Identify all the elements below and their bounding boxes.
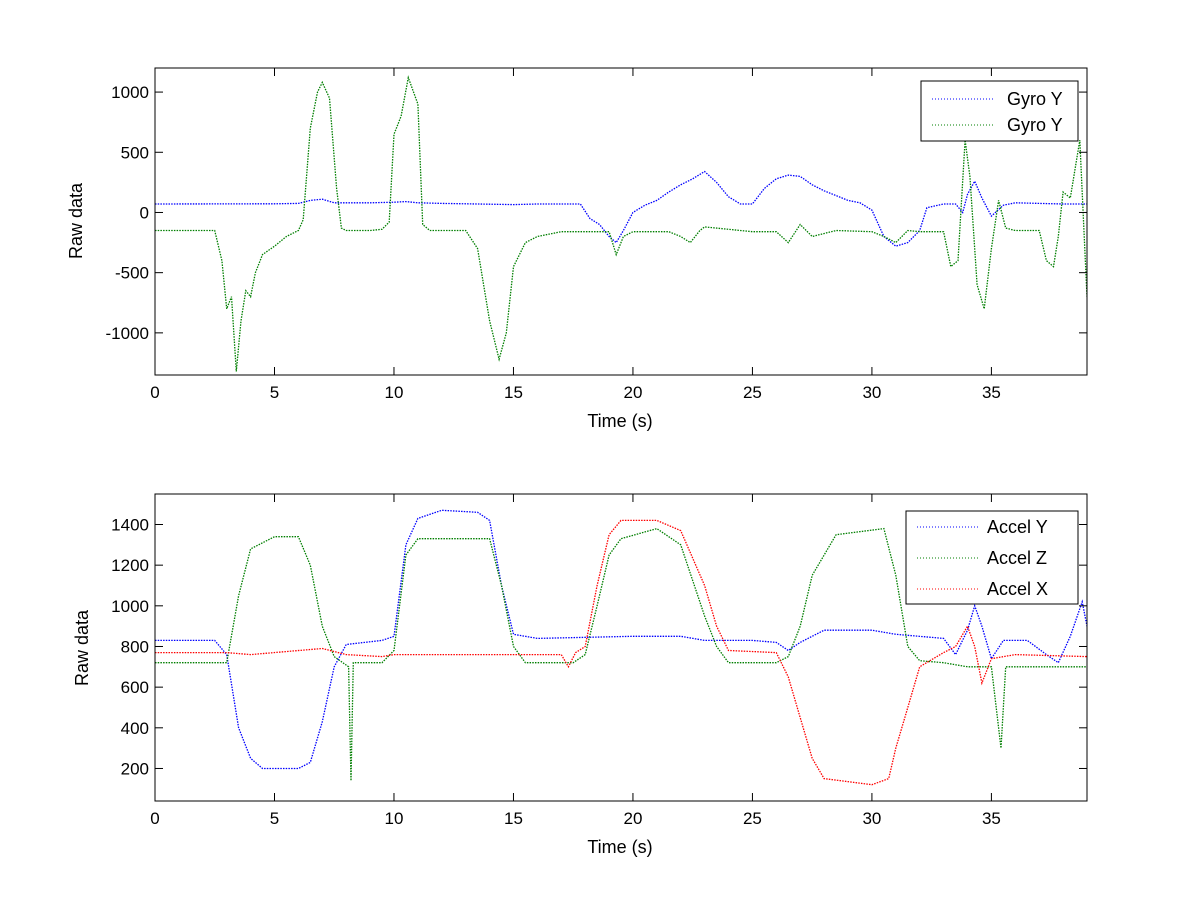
top-x-tick-label: 10 xyxy=(385,383,404,402)
bottom-y-tick-label: 400 xyxy=(121,719,149,738)
top-axes-box xyxy=(154,67,1088,376)
bottom-y-tick-label: 800 xyxy=(121,637,149,656)
top-x-tick-label: 15 xyxy=(504,383,523,402)
bottom-y-tick-label: 1200 xyxy=(111,556,149,575)
top-ticks-group: 0 5 10 15 20 25 30 35 -1000 -500 0 500 1000 xyxy=(106,68,1087,402)
bottom-series-line-1 xyxy=(155,509,1087,770)
top-y-tick-label: -1000 xyxy=(106,324,149,343)
bottom-y-tick-label: 200 xyxy=(121,759,149,778)
bottom-y-tick-label: 1000 xyxy=(111,597,149,616)
top-y-axis-label: Raw data xyxy=(66,182,86,259)
top-series-line-1 xyxy=(155,170,1087,247)
bottom-y-tick-label: 600 xyxy=(121,678,149,697)
top-x-tick-label: 35 xyxy=(982,383,1001,402)
bottom-x-tick-label: 10 xyxy=(385,809,404,828)
bottom-series-line-3 xyxy=(155,519,1087,786)
top-series-line-2 xyxy=(155,75,1087,372)
bottom-x-tick-label: 15 xyxy=(504,809,523,828)
bottom-legend-label-1: Accel Y xyxy=(987,517,1048,537)
top-y-tick-label: 0 xyxy=(140,203,149,222)
chart-top-panel: 0 5 10 15 20 25 30 35 -1000 -500 0 500 1000 Time (s)… xyxy=(66,67,1088,431)
bottom-x-tick-label: 30 xyxy=(862,809,881,828)
bottom-y-axis-label: Raw data xyxy=(72,609,92,686)
top-legend-label-2: Gyro Y xyxy=(1007,115,1063,135)
top-series-group xyxy=(155,75,1087,372)
bottom-series-line-2 xyxy=(155,527,1087,781)
top-legend-label-1: Gyro Y xyxy=(1007,89,1063,109)
bottom-x-tick-label: 35 xyxy=(982,809,1001,828)
top-legend-box xyxy=(920,80,1079,142)
bottom-legend-box xyxy=(905,510,1079,605)
top-x-axis-label: Time (s) xyxy=(587,411,652,431)
top-y-tick-label: 500 xyxy=(121,143,149,162)
bottom-ticks-group: 0 5 10 15 20 25 30 35 200 400 600 800 1000 1200 1400 xyxy=(111,494,1087,828)
bottom-legend-label-2: Accel Z xyxy=(987,548,1047,568)
bottom-legend-label-3: Accel X xyxy=(987,579,1048,599)
top-x-tick-label: 30 xyxy=(862,383,881,402)
top-y-tick-label: -500 xyxy=(115,264,149,283)
bottom-x-tick-label: 20 xyxy=(623,809,642,828)
bottom-x-tick-label: 25 xyxy=(743,809,762,828)
top-x-tick-label: 25 xyxy=(743,383,762,402)
bottom-y-tick-label: 1400 xyxy=(111,515,149,534)
top-y-tick-label: 1000 xyxy=(111,83,149,102)
bottom-legend: Accel Y Accel Z Accel X xyxy=(905,510,1079,605)
chart-bottom-panel: 0 5 10 15 20 25 30 35 200 400 600 800 1000 1200 1400 T… xyxy=(72,493,1088,857)
bottom-series-group xyxy=(155,509,1087,786)
bottom-x-tick-label: 5 xyxy=(270,809,279,828)
top-legend: Gyro Y Gyro Y xyxy=(920,80,1079,142)
bottom-x-axis-label: Time (s) xyxy=(587,837,652,857)
top-x-tick-label: 20 xyxy=(623,383,642,402)
bottom-axes-box xyxy=(154,493,1088,802)
top-x-tick-label: 0 xyxy=(150,383,159,402)
bottom-x-tick-label: 0 xyxy=(150,809,159,828)
top-x-tick-label: 5 xyxy=(270,383,279,402)
